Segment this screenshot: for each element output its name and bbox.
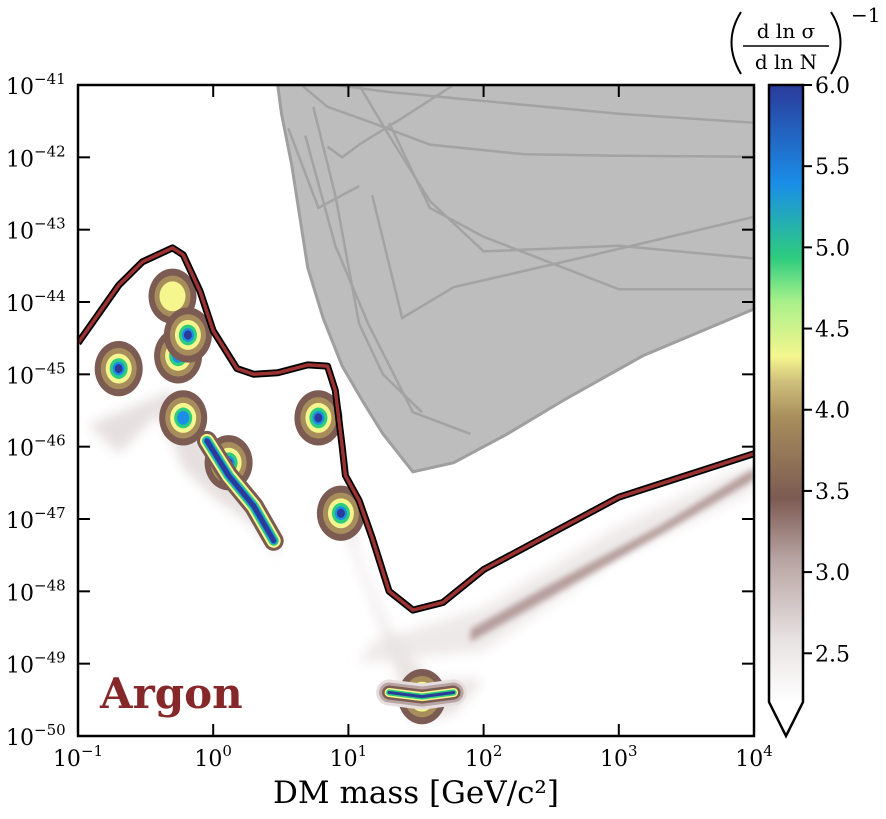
- contour-band-tail: [359, 462, 754, 664]
- x-tick-label: 100: [194, 742, 232, 772]
- contour-ridge: [197, 430, 284, 551]
- contour-peak: [159, 390, 208, 446]
- y-tick-label: 10−44: [6, 287, 66, 317]
- exclusion-limit-line: [335, 85, 754, 125]
- exclusion-limit-line: [287, 128, 360, 210]
- exclusion-limit-line: [358, 85, 754, 260]
- colorbar-label-left-paren: [730, 11, 742, 75]
- excluded-region: [276, 85, 754, 474]
- colorbar-label-exponent: −1: [851, 3, 880, 27]
- contour-level: [159, 281, 186, 312]
- y-tick-label: 10−42: [6, 142, 66, 172]
- y-tick-label: 10−45: [6, 359, 66, 389]
- colorbar-tick-label: 3.0: [815, 561, 850, 586]
- contour-peak: [316, 485, 365, 541]
- excluded-region-fill: [276, 85, 754, 474]
- contour-peak: [294, 390, 343, 446]
- colorbar-tick-label: 3.5: [815, 480, 850, 505]
- colorbar-gradient: [769, 85, 803, 702]
- contour-level: [314, 413, 323, 423]
- contour-peak: [94, 341, 143, 397]
- colorbar-tick-label: 6.0: [815, 74, 850, 99]
- y-tick-label: 10−49: [6, 649, 66, 679]
- colorbar-tick-label: 2.5: [815, 642, 850, 667]
- exclusion-limit-line: [304, 135, 471, 436]
- colorbar-tick-label: 5.5: [815, 155, 850, 180]
- y-tick-label: 10−43: [6, 215, 66, 245]
- colorbar-frame: [767, 83, 805, 739]
- exclusion-limit-line: [312, 106, 423, 414]
- contour-level: [183, 330, 192, 340]
- contour-bottom-peak: [376, 679, 467, 710]
- y-tick-label: 10−48: [6, 576, 66, 606]
- colorbar-label: d ln σ d ln N −1: [730, 3, 880, 75]
- exclusion-limit-line: [300, 85, 754, 158]
- x-tick-label: 102: [465, 742, 503, 772]
- annotation-argon: Argon: [99, 669, 243, 718]
- colorbar-tick-label: 4.5: [815, 318, 850, 343]
- density-contours: [88, 268, 754, 725]
- colorbar-label-numerator: d ln σ: [757, 19, 816, 43]
- contour-peak: [163, 307, 212, 363]
- contour-level: [336, 508, 345, 518]
- neutrino-floor-line: [78, 246, 754, 612]
- exclusion-limit-line: [326, 85, 455, 159]
- colorbar: 6.0 5.5 5.0 4.5 4.0 3.5 3.0 2.5 d ln σ d ln N −…: [730, 3, 880, 739]
- colorbar-tick-label: 5.0: [815, 236, 850, 261]
- contour-bottom-level: [387, 691, 456, 699]
- x-tick-label: 104: [735, 742, 773, 772]
- x-tick-label: 103: [600, 742, 638, 772]
- colorbar-extend-triangle: [769, 702, 803, 736]
- exclusion-limit-line: [370, 194, 754, 320]
- neutrino-floor: [78, 244, 754, 614]
- contour-band-tail-inner: [470, 468, 754, 642]
- contour-level: [177, 410, 190, 425]
- y-tick-label: 10−47: [6, 504, 66, 534]
- x-axis-label: DM mass [GeV/c²]: [273, 775, 559, 811]
- x-tick-label: 10−1: [53, 742, 103, 772]
- colorbar-tick-label: 4.0: [815, 399, 850, 424]
- x-tick-label: 101: [330, 742, 368, 772]
- contour-band-low: [88, 390, 278, 557]
- exclusion-limit-line: [387, 122, 754, 291]
- colorbar-label-right-paren: [830, 11, 842, 75]
- colorbar-ticks: 6.0 5.5 5.0 4.5 4.0 3.5 3.0 2.5: [803, 74, 850, 667]
- colorbar-label-denominator: d ln N: [755, 50, 817, 74]
- contour-level: [114, 364, 123, 374]
- y-tick-label: 10−46: [6, 432, 66, 462]
- plot-frame: [76, 83, 756, 738]
- plot-area: [78, 85, 754, 725]
- y-tick-label: 10−41: [6, 70, 66, 100]
- contour-ridge-level: [204, 438, 277, 544]
